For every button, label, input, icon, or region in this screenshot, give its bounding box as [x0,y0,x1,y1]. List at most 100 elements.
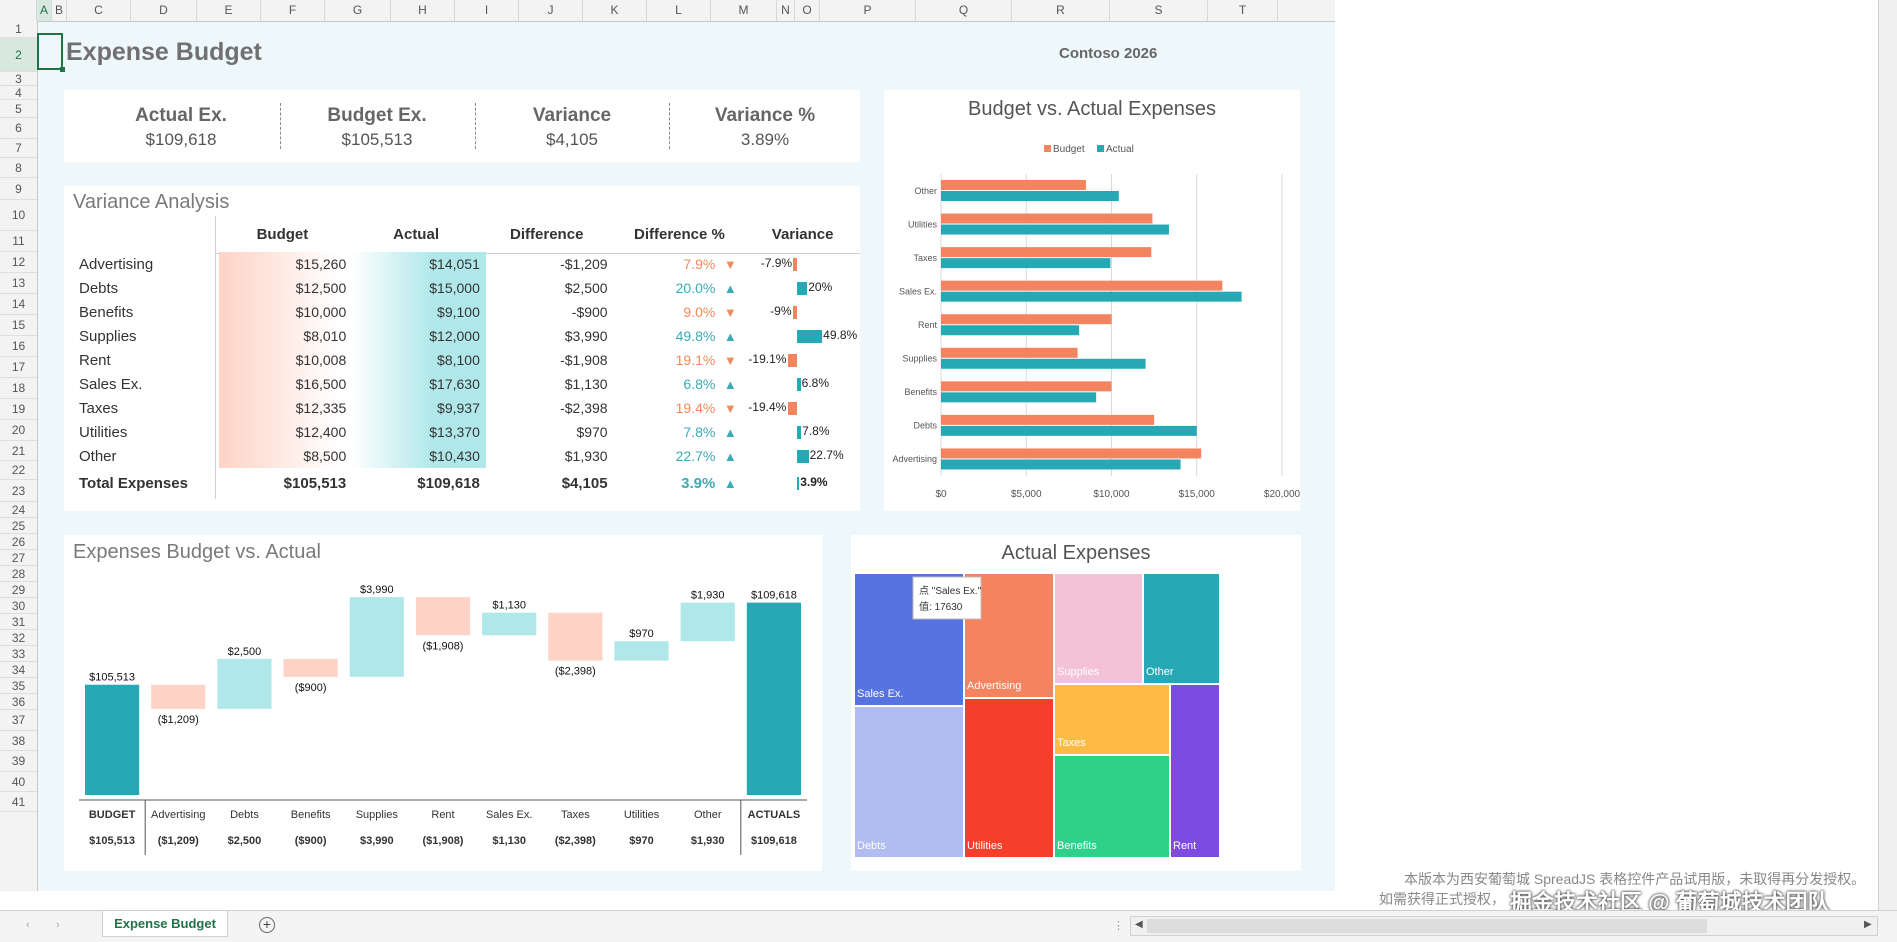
row-header-23[interactable]: 23 [0,480,37,502]
column-header-I[interactable]: I [455,0,519,21]
row-header-34[interactable]: 34 [0,662,37,678]
axis-category-label: ACTUALS [748,809,801,821]
row-header-22[interactable]: 22 [0,461,37,480]
variance-label: 6.8% [801,376,829,390]
scroll-thumb[interactable] [1147,919,1707,933]
scroll-left-icon[interactable]: ◀ [1135,919,1143,930]
row-header-3[interactable]: 3 [0,72,37,86]
bar-actual-utilities [941,224,1169,235]
row-header-14[interactable]: 14 [0,294,37,315]
kpi-divider [475,103,476,149]
row-header-27[interactable]: 27 [0,550,37,566]
empty-grid-area[interactable] [1335,0,1878,891]
difference-cell: -$900 [571,304,608,320]
vertical-scrollbar[interactable] [1878,0,1897,910]
splitter-handle-icon[interactable]: ⋮ [1113,920,1124,932]
column-header-P[interactable]: P [820,0,916,21]
row-header-7[interactable]: 7 [0,139,37,158]
row-label: Taxes [79,399,119,417]
row-header-32[interactable]: 32 [0,630,37,646]
budget-cell: $12,500 [218,276,353,300]
column-header-M[interactable]: M [711,0,777,21]
row-header-2[interactable]: 2 [0,38,37,72]
horizontal-scrollbar[interactable]: ◀ ▶ [1130,916,1878,936]
column-header-J[interactable]: J [519,0,583,21]
row-header-1[interactable]: 1 [0,21,37,38]
column-header-E[interactable]: E [197,0,261,21]
variance-label: -19.1% [748,352,787,366]
row-header-9[interactable]: 9 [0,178,37,200]
sheet-tab-bar: ‹ › Expense Budget + ⋮ [0,910,1897,942]
waterfall-chart-card[interactable]: Expenses Budget vs. Actual $105,513 BUDGET… [64,535,822,871]
column-header-R[interactable]: R [1012,0,1110,21]
add-sheet-icon[interactable]: + [259,917,275,933]
waterfall-bar-benefits [283,658,338,677]
row-header-24[interactable]: 24 [0,502,37,518]
chart-title: Expenses Budget vs. Actual [73,541,321,563]
row-header-29[interactable]: 29 [0,582,37,598]
row-header-30[interactable]: 30 [0,598,37,614]
row-header-4[interactable]: 4 [0,86,37,100]
column-header-H[interactable]: H [391,0,455,21]
actual-expenses-treemap[interactable]: Actual Expenses Sales Ex. Advertising Suppl… [851,535,1301,871]
column-header-G[interactable]: G [325,0,391,21]
axis-category-label: Benefits [291,809,331,821]
row-header-17[interactable]: 17 [0,357,37,378]
column-header-C[interactable]: C [67,0,131,21]
column-header-F[interactable]: F [261,0,325,21]
variance-bar [797,426,802,439]
row-header-28[interactable]: 28 [0,566,37,582]
row-header-11[interactable]: 11 [0,231,37,252]
expenses-waterfall-chart[interactable]: Expenses Budget vs. Actual $105,513 BUDGET… [64,535,822,871]
select-all-corner[interactable] [0,0,37,21]
column-header-B[interactable]: B [52,0,67,21]
row-header-41[interactable]: 41 [0,792,37,812]
column-header-Q[interactable]: Q [916,0,1012,21]
row-header-40[interactable]: 40 [0,772,37,792]
variance-label: 7.8% [802,424,830,438]
row-header-13[interactable]: 13 [0,273,37,294]
row-header-26[interactable]: 26 [0,534,37,550]
row-header-12[interactable]: 12 [0,252,37,273]
column-header-L[interactable]: L [647,0,711,21]
column-header-T[interactable]: T [1208,0,1278,21]
row-header-10[interactable]: 10 [0,200,37,231]
row-header-21[interactable]: 21 [0,441,37,461]
column-header-K[interactable]: K [583,0,647,21]
sheet-tab-expense-budget[interactable]: Expense Budget [102,911,228,937]
row-header-33[interactable]: 33 [0,646,37,662]
row-header-16[interactable]: 16 [0,336,37,357]
tab-nav-prev-icon[interactable]: ‹ [26,919,30,931]
row-header-36[interactable]: 36 [0,694,37,710]
scroll-right-icon[interactable]: ▶ [1864,919,1872,930]
row-header-38[interactable]: 38 [0,731,37,751]
column-header-S[interactable]: S [1110,0,1208,21]
row-header-8[interactable]: 8 [0,158,37,178]
row-header-39[interactable]: 39 [0,751,37,772]
row-header-18[interactable]: 18 [0,378,37,399]
row-header-6[interactable]: 6 [0,118,37,139]
budget-vs-actual-bar-chart[interactable]: Budget vs. Actual Expenses Budget Actual $0… [884,90,1300,511]
selected-cell-a2[interactable] [37,33,63,70]
row-header-5[interactable]: 5 [0,100,37,118]
row-header-20[interactable]: 20 [0,420,37,441]
row-header-15[interactable]: 15 [0,315,37,336]
kpi-value-actual: $109,618 [145,130,217,149]
col-header-actual: Actual [393,225,439,243]
row-header-31[interactable]: 31 [0,614,37,630]
column-header-A[interactable]: A [37,0,52,21]
axis-value-label: ($2,398) [555,835,596,847]
variance-cell: 22.7% [745,444,860,468]
treemap-chart-card[interactable]: Actual Expenses Sales Ex. Advertising Suppl… [851,535,1301,871]
column-header-D[interactable]: D [131,0,197,21]
fill-handle[interactable] [60,67,65,72]
column-header-O[interactable]: O [795,0,820,21]
row-header-37[interactable]: 37 [0,710,37,731]
budget-vs-actual-chart-card[interactable]: Budget vs. Actual Expenses Budget Actual $0… [884,90,1301,511]
row-header-19[interactable]: 19 [0,399,37,420]
row-header-25[interactable]: 25 [0,518,37,534]
column-header-N[interactable]: N [777,0,795,21]
variance-cell: 3.9% [745,468,860,498]
row-header-35[interactable]: 35 [0,678,37,694]
tab-nav-next-icon[interactable]: › [56,919,60,931]
